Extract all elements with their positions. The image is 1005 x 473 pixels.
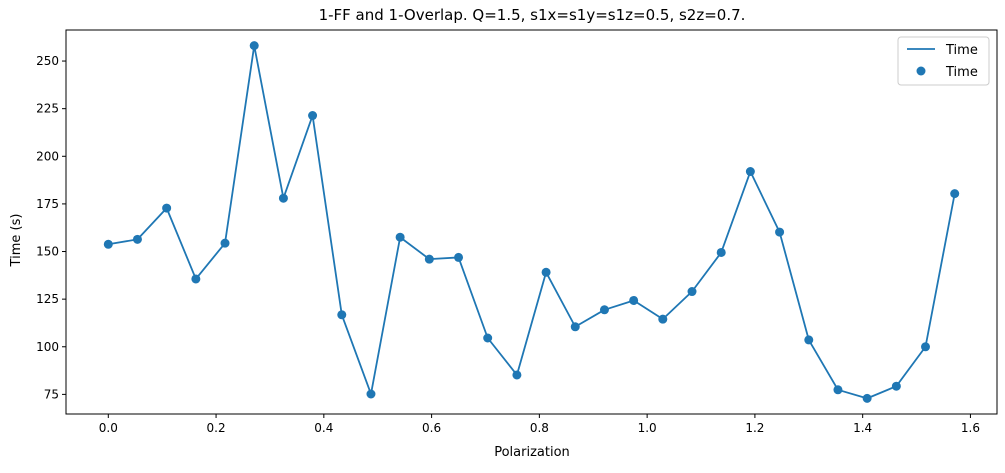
series-line-time [108, 44, 956, 400]
data-point [804, 335, 814, 345]
data-point [775, 227, 785, 237]
data-point [337, 310, 347, 320]
data-point [950, 189, 960, 199]
data-point [921, 342, 930, 352]
data-point [454, 252, 464, 262]
data-point [424, 254, 434, 264]
data-point [745, 167, 755, 177]
data-point [395, 232, 405, 242]
y-tick-label: 175 [36, 197, 59, 211]
data-point [132, 234, 142, 244]
chart-title: 1-FF and 1-Overlap. Q=1.5, s1x=s1y=s1z=0… [319, 6, 746, 24]
data-point [599, 305, 609, 315]
data-point [308, 111, 318, 121]
plot-area [103, 41, 960, 403]
y-tick-label: 225 [36, 102, 59, 116]
data-point [512, 370, 522, 380]
data-point [483, 333, 493, 343]
axes-frame [65, 29, 998, 415]
data-point [366, 389, 376, 399]
data-point [570, 322, 580, 332]
x-tick-label: 0.8 [530, 421, 549, 435]
data-point [103, 239, 113, 249]
data-point [541, 267, 551, 277]
data-point [220, 238, 230, 248]
data-point [191, 274, 201, 284]
x-tick-label: 0.6 [422, 421, 441, 435]
data-point [278, 193, 288, 203]
legend-label: Time [945, 43, 978, 58]
x-tick-label: 1.2 [745, 421, 764, 435]
data-point [687, 287, 697, 297]
y-tick-label: 100 [36, 340, 59, 354]
x-tick-label: 0.0 [99, 421, 118, 435]
data-point [862, 393, 872, 403]
y-tick-label: 200 [36, 149, 59, 163]
axes: 0.0 0.2 0.4 0.6 0.8 1.0 1.2 1.4 1.6 75 100 125 150 17… [36, 29, 998, 435]
legend-label: Time [945, 65, 978, 80]
x-tick-label: 1.6 [961, 421, 980, 435]
y-tick-label: 125 [36, 292, 59, 306]
y-tick-label: 150 [36, 245, 59, 259]
x-tick-label: 0.4 [314, 421, 333, 435]
data-point [833, 385, 843, 395]
legend: Time Time [897, 36, 990, 86]
data-point [629, 295, 639, 305]
data-point [658, 314, 668, 324]
x-tick-label: 1.0 [638, 421, 657, 435]
data-point [162, 203, 172, 213]
legend-marker-swatch [916, 66, 926, 76]
x-tick-label: 0.2 [207, 421, 226, 435]
y-axis-label: Time (s) [9, 214, 24, 268]
x-tick-label: 1.4 [853, 421, 872, 435]
y-tick-label: 75 [44, 387, 59, 401]
x-axis-label: Polarization [494, 445, 570, 460]
data-point [249, 41, 259, 51]
y-tick-label: 250 [36, 54, 59, 68]
data-point [891, 381, 901, 391]
data-point [716, 247, 726, 257]
